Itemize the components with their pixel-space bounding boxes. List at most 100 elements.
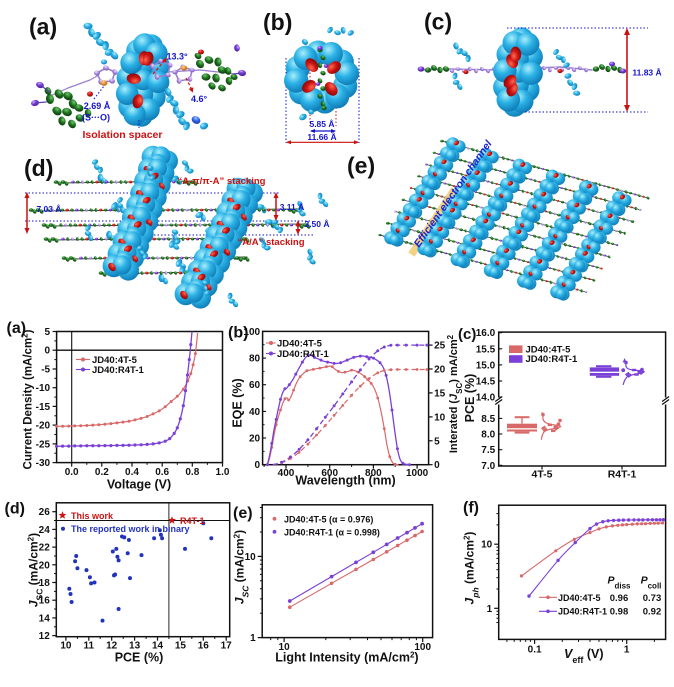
svg-text:0: 0 [45,346,51,357]
svg-text:24: 24 [39,525,51,536]
svg-text:Voltage (V): Voltage (V) [107,478,171,492]
svg-text:0.2: 0.2 [95,467,109,478]
svg-text:8.0: 8.0 [481,430,495,441]
svg-text:JD40:4T-5: JD40:4T-5 [92,355,138,366]
svg-text:14: 14 [39,613,51,624]
svg-text:10: 10 [245,552,257,563]
svg-text:20: 20 [434,365,446,376]
svg-text:EQE (%): EQE (%) [231,378,245,427]
svg-text:-25: -25 [36,439,51,450]
svg-text:PCE (%): PCE (%) [463,374,477,423]
svg-text:“A-π/π-A” stacking: “A-π/π-A” stacking [178,176,266,187]
svg-text:10: 10 [60,641,72,652]
svg-text:7.03 Å: 7.03 Å [36,204,61,214]
svg-text:1: 1 [487,604,493,615]
svg-text:100: 100 [243,327,260,338]
svg-text:JD40:4T-5: JD40:4T-5 [277,339,323,350]
svg-text:(d): (d) [24,155,53,181]
svg-text:4T-5: 4T-5 [531,469,552,481]
svg-text:(b): (b) [228,325,248,342]
svg-text:0.8: 0.8 [185,467,199,478]
svg-text:100: 100 [414,642,431,653]
svg-text:0.1: 0.1 [528,644,542,655]
svg-text:26: 26 [39,507,51,518]
svg-text:1: 1 [250,633,256,644]
svg-text:(e): (e) [233,505,253,522]
svg-text:20: 20 [39,560,51,571]
svg-text:10: 10 [279,642,291,653]
svg-text:R4T-1: R4T-1 [180,516,205,526]
svg-text:(a): (a) [29,14,57,40]
svg-text:15.5: 15.5 [476,344,496,355]
svg-text:-5: -5 [41,364,50,375]
svg-text:7.5: 7.5 [481,445,495,456]
svg-text:-15: -15 [36,402,51,413]
svg-text:40: 40 [249,407,261,418]
svg-text:(f): (f) [463,500,479,517]
svg-text:80: 80 [249,354,261,365]
svg-text:0.4: 0.4 [125,467,139,478]
svg-text:JD40:R4T-1: JD40:R4T-1 [92,365,144,376]
svg-text:0.92: 0.92 [643,607,662,618]
svg-text:Pdiss: Pdiss [607,574,631,590]
svg-text:17: 17 [221,641,233,652]
svg-text:(e): (e) [347,153,375,179]
svg-text:(a): (a) [7,320,27,337]
svg-text:15: 15 [175,641,187,652]
svg-text:10: 10 [481,540,493,551]
svg-text:60: 60 [249,380,261,391]
svg-text:JSC (mA/cm2): JSC (mA/cm2) [26,533,45,607]
svg-text:16: 16 [198,641,210,652]
svg-text:JD40:R4T-1 (α = 0.998): JD40:R4T-1 (α = 0.998) [284,527,380,537]
svg-text:JD40:4T-5 (α = 0.976): JD40:4T-5 (α = 0.976) [284,514,373,524]
svg-text:18: 18 [39,578,51,589]
svg-text:(b): (b) [263,9,292,35]
svg-text:12: 12 [106,641,118,652]
svg-text:(S···O): (S···O) [82,113,110,123]
svg-text:0.6: 0.6 [155,467,169,478]
svg-text:5: 5 [434,436,440,447]
svg-text:3.50 Å: 3.50 Å [304,219,329,229]
svg-text:JD40:4T-5: JD40:4T-5 [526,344,572,355]
svg-text:-10: -10 [36,383,51,394]
svg-text:11.66 Å: 11.66 Å [307,132,336,142]
svg-text:Jph (mA/cm2): Jph (mA/cm2) [462,532,481,605]
svg-text:“A/A” stacking: “A/A” stacking [237,237,304,248]
svg-text:15.0: 15.0 [476,360,496,371]
svg-text:400: 400 [278,468,295,479]
svg-text:13.3°: 13.3° [166,52,188,62]
svg-text:5: 5 [45,327,51,338]
svg-text:1.0: 1.0 [216,467,230,478]
svg-text:Pcoll: Pcoll [641,574,662,590]
svg-text:16: 16 [39,596,51,607]
svg-text:1: 1 [624,644,630,655]
svg-text:0.96: 0.96 [610,593,629,604]
svg-text:JD40:R4T-1: JD40:R4T-1 [526,354,578,365]
svg-text:JD40:R4T-1: JD40:R4T-1 [277,349,329,360]
svg-text:Light Intensity (mA/cm2): Light Intensity (mA/cm2) [275,650,418,665]
svg-text:0.73: 0.73 [643,593,662,604]
svg-text:11: 11 [84,641,95,652]
svg-text:3.11 Å: 3.11 Å [280,202,305,212]
svg-text:0.98: 0.98 [610,607,629,618]
svg-text:0.0: 0.0 [65,467,79,478]
svg-text:The reported work in binary: The reported work in binary [71,524,190,534]
svg-text:14.5: 14.5 [476,377,496,388]
svg-text:(d): (d) [5,501,25,518]
svg-text:7.0: 7.0 [481,461,495,472]
svg-text:0: 0 [255,460,261,471]
svg-text:15: 15 [434,388,446,399]
svg-text:JD40:R4T-1: JD40:R4T-1 [558,607,607,617]
svg-text:11.83 Å: 11.83 Å [632,68,661,78]
svg-text:Interated (JSC) mA/cm2: Interated (JSC) mA/cm2 [446,334,464,453]
svg-text:12: 12 [39,631,51,642]
svg-text:JD40:4T-5: JD40:4T-5 [558,593,601,603]
svg-text:Current Density (mA/cm2): Current Density (mA/cm2) [20,329,35,469]
svg-text:16.0: 16.0 [476,328,496,339]
svg-text:-30: -30 [36,458,51,469]
svg-text:2.69 Å: 2.69 Å [84,101,111,111]
svg-text:8.5: 8.5 [481,414,495,425]
svg-text:-20: -20 [36,421,51,432]
svg-text:PCE (%): PCE (%) [115,651,164,665]
svg-text:Wavelength (nm): Wavelength (nm) [295,474,395,488]
